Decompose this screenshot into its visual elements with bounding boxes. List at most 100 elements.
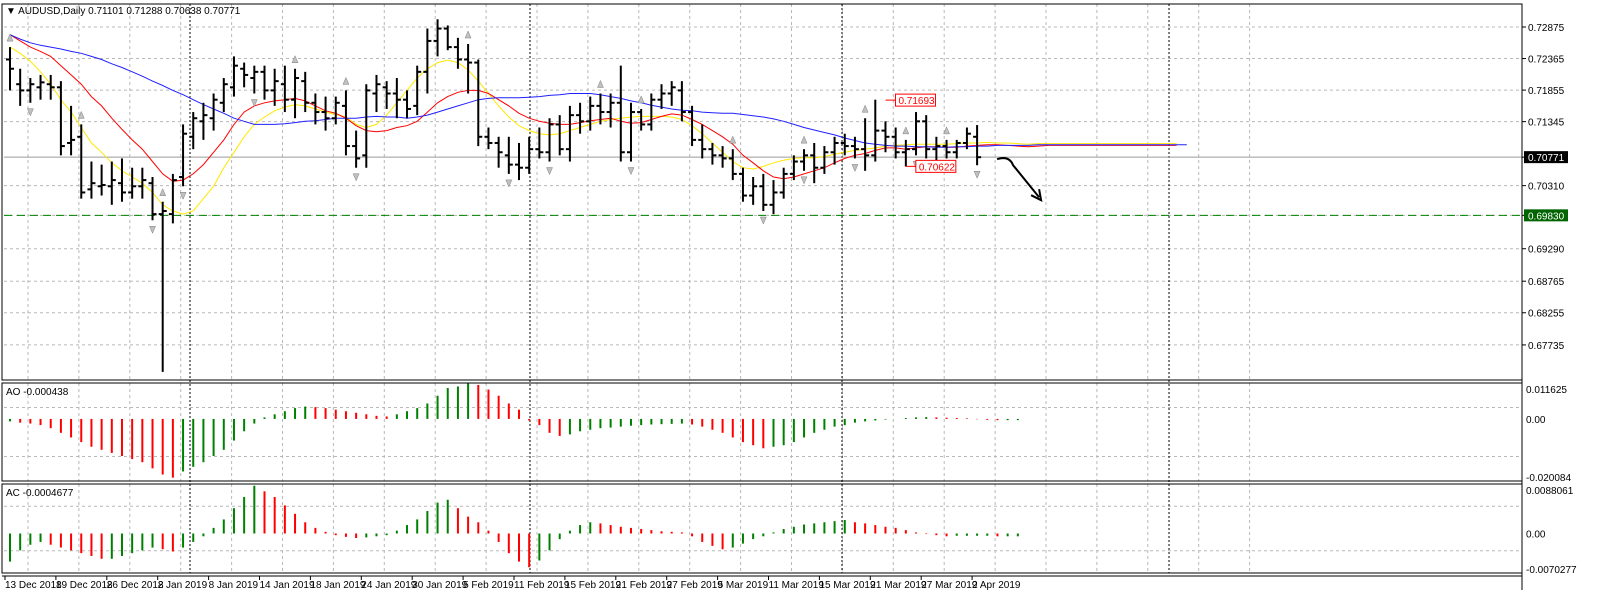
ohlc-bar: [789, 155, 798, 181]
price-tick-label: 0.72875: [1528, 23, 1565, 34]
price-tick-label: 0.72365: [1528, 55, 1565, 66]
ohlc-bar: [128, 167, 137, 199]
ohlc-bar: [403, 90, 412, 119]
ohlc-bar: [331, 96, 340, 125]
ohlc-bar: [189, 112, 198, 150]
ohlc-bar: [525, 136, 534, 174]
ohlc-bar: [433, 19, 442, 57]
price-annotation: 0.70622: [905, 159, 957, 173]
ohlc-bar: [565, 105, 574, 162]
price-tick-label: 0.68765: [1528, 277, 1565, 288]
annotation-text: 0.70622: [919, 162, 956, 173]
ohlc-bar: [250, 65, 259, 94]
ohlc-bar: [413, 65, 422, 116]
ohlc-bar: [464, 44, 473, 94]
ohlc-bar: [484, 127, 493, 150]
ohlc-bar: [423, 28, 432, 94]
ohlc-bar: [291, 68, 300, 119]
annotation-box: [894, 93, 936, 107]
pane-frames: [1, 3, 1523, 590]
price-tick-label: 0.71345: [1528, 118, 1565, 129]
ohlc-bar: [382, 81, 391, 109]
ac-tick-label: -0.0070277: [1526, 565, 1577, 576]
ohlc-bar: [26, 78, 35, 103]
ohlc-bar: [77, 124, 86, 199]
fractal-down-arrow-icon: [250, 99, 258, 108]
date-tick-label: 18 Jan 2019: [310, 580, 365, 591]
ao-label: AO -0.000438: [6, 387, 69, 398]
ohlc-bar: [728, 149, 737, 181]
fractal-down-arrow-icon: [627, 167, 635, 176]
ohlc-bar: [596, 93, 605, 125]
fractal-down-arrow-icon: [505, 179, 513, 188]
support-price-badge: [1524, 209, 1568, 222]
date-tick-label: 19 Dec 2018: [56, 580, 113, 591]
fractal-down-arrow-icon: [759, 216, 767, 225]
date-tick-label: 11 Mar 2019: [769, 580, 825, 591]
fractal-up-arrow-icon: [342, 76, 350, 85]
ohlc-bar: [891, 127, 900, 159]
fractal-down-arrow-icon: [800, 176, 808, 185]
ohlc-bar: [16, 68, 25, 106]
ohlc-bar: [97, 164, 106, 196]
ohlc-bar: [901, 139, 910, 167]
ac-tick-label: 0.00: [1526, 529, 1546, 540]
ma-red-line: [9, 34, 1177, 182]
ao-tick-label: -0.020084: [1526, 473, 1571, 484]
ohlc-bar: [779, 167, 788, 199]
fractal-up-arrow-icon: [597, 79, 604, 88]
ohlc-bar: [942, 139, 951, 159]
ohlc-bar: [87, 161, 96, 199]
price-axis: 0.72875 0.72365 0.71855 0.71345 0.70771 0.703…: [1522, 23, 1577, 576]
fractal-up-arrow-icon: [902, 126, 910, 135]
date-tick-label: 26 Dec 2018: [107, 580, 164, 591]
ohlc-bar: [260, 65, 269, 100]
ohlc-bar: [688, 105, 697, 147]
ohlc-bar: [494, 136, 503, 168]
ohlc-bar: [270, 68, 279, 106]
symbol-header: ▼ AUDUSD,Daily 0.71101 0.71288 0.70638 0…: [6, 6, 241, 17]
ohlc-bar: [36, 74, 45, 100]
price-tick-label: 0.69290: [1528, 245, 1565, 256]
ohlc-bar: [392, 78, 401, 119]
ohlc-bar: [474, 59, 483, 147]
ohlc-bar: [138, 167, 147, 199]
date-tick-label: 14 Jan 2019: [260, 580, 315, 591]
fractal-up-arrow-icon: [159, 188, 167, 196]
date-tick-label: 15 Feb 2019: [565, 580, 622, 591]
fractal-up-arrow-icon: [800, 135, 808, 144]
fractal-up-arrow-icon: [464, 30, 472, 39]
trend-arrow-head-icon: [1030, 189, 1043, 202]
date-tick-label: 2 Jan 2019: [158, 580, 208, 591]
fractal-up-arrow-icon: [861, 104, 869, 113]
ohlc-bar: [861, 118, 870, 171]
ohlc-bar: [6, 47, 14, 91]
fractal-down-arrow-icon: [973, 170, 981, 179]
ma-blue-line: [9, 34, 1187, 148]
ohlc-bar: [443, 25, 452, 51]
fractal-down-arrow-icon: [149, 226, 156, 234]
trend-arrow-icon: [996, 157, 1040, 198]
ohlc-values: 0.71101 0.71288 0.70638 0.70771: [88, 6, 241, 17]
ao-pane[interactable]: [9, 383, 1019, 478]
ac-pane[interactable]: [9, 485, 1019, 568]
ao-tick-label: 0.00: [1526, 415, 1546, 426]
ohlc-bar: [962, 127, 971, 150]
ohlc-bar: [280, 65, 289, 113]
ohlc-bar: [67, 105, 76, 156]
date-tick-label: 5 Mar 2019: [718, 580, 769, 591]
ohlc-bar: [769, 180, 778, 215]
ohlc-bar: [56, 81, 65, 156]
ohlc-bar: [576, 102, 585, 134]
date-tick-label: 21 Mar 2019: [870, 580, 927, 591]
price-pane[interactable]: 0.71693 0.70622: [4, 19, 1522, 372]
ohlc-bar: [321, 96, 330, 131]
ohlc-bar: [46, 74, 55, 100]
ohlc-bar: [107, 161, 116, 205]
date-tick-label: 21 Feb 2019: [616, 580, 673, 591]
ac-tick-label: 0.0088061: [1526, 486, 1574, 497]
fractal-down-arrow-icon: [26, 108, 34, 117]
